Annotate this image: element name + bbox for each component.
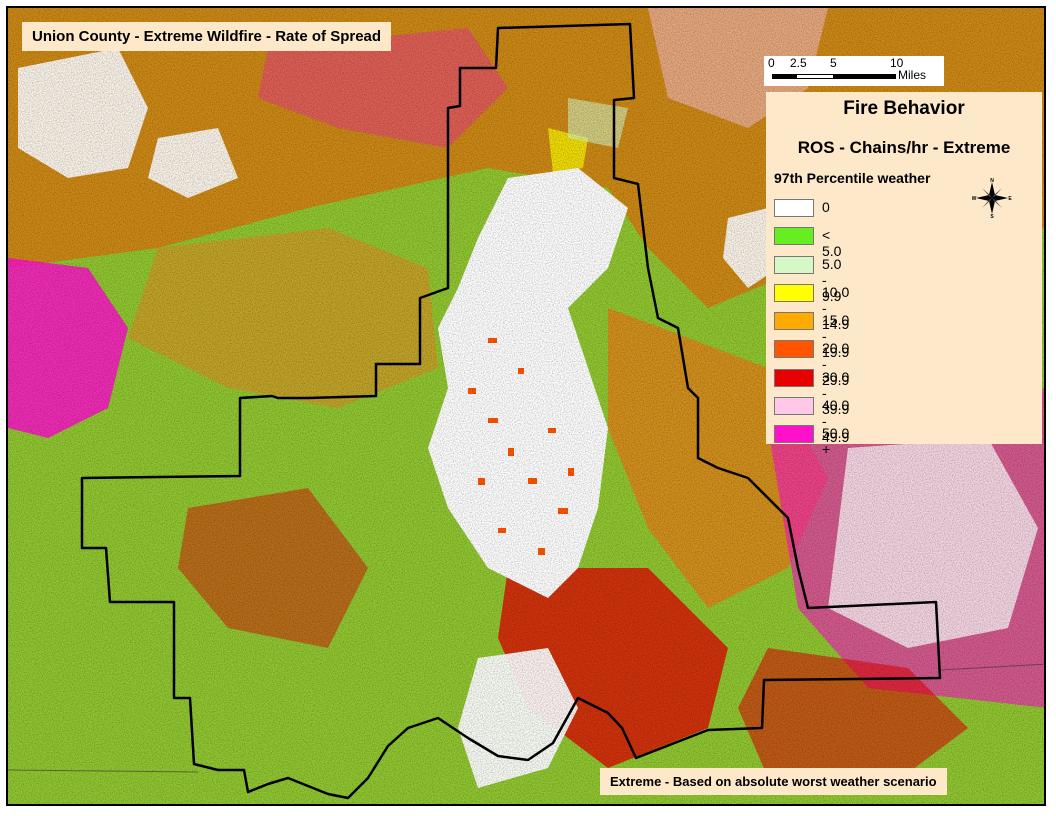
map-title: Union County - Extreme Wildfire - Rate o… <box>22 22 392 51</box>
legend-swatch <box>774 312 814 331</box>
road-line-west <box>8 769 199 773</box>
scale-segment-3 <box>834 74 896 79</box>
legend-label: 0 <box>822 199 830 215</box>
scale-units: Miles <box>898 68 927 82</box>
compass-rose-icon: N S E W <box>972 178 1012 218</box>
legend-subheading: ROS - Chains/hr - Extreme <box>797 138 1011 157</box>
compass-w: W <box>972 196 977 202</box>
compass-n: N <box>990 178 994 184</box>
legend-label: 5.0 - 9.9 <box>822 255 842 304</box>
legend-label: 50.0 + <box>822 425 850 458</box>
scale-segment-1 <box>772 74 796 79</box>
scale-tick-2-5: 2.5 <box>790 56 807 70</box>
legend-swatch <box>774 255 814 274</box>
legend-label: 15.0 - 19.9 <box>822 312 850 361</box>
legend-swatch <box>774 425 814 444</box>
legend-label: 40.0 - 49.9 <box>822 397 850 446</box>
map-frame: Union County - Extreme Wildfire - Rate o… <box>6 6 1046 806</box>
legend-label: 20.0 - 29.9 <box>822 340 850 389</box>
legend-panel: Fire Behavior ROS - Chains/hr - Extreme … <box>766 92 1042 457</box>
scale-segment-2 <box>796 74 834 79</box>
legend-swatch <box>774 340 814 359</box>
legend-swatch <box>774 368 814 387</box>
scale-bar: 0 2.5 5 10 Miles <box>764 56 944 86</box>
county-boundary[interactable] <box>80 22 942 800</box>
scale-tick-0: 0 <box>768 56 775 70</box>
compass-e: E <box>1008 196 1012 202</box>
legend-label: < 5.0 <box>822 227 842 260</box>
road-line-east <box>939 663 1044 671</box>
legend-label: 30.0 - 39.9 <box>822 368 850 417</box>
scale-tick-5: 5 <box>830 56 837 70</box>
legend-swatch <box>774 199 814 217</box>
legend-heading: Fire Behavior <box>843 98 965 119</box>
scenario-note: Extreme - Based on absolute worst weathe… <box>600 768 947 795</box>
legend-swatch <box>774 227 814 246</box>
compass-s: S <box>990 214 994 218</box>
legend-caption: 97th Percentile weather <box>774 170 931 186</box>
legend-swatch <box>774 397 814 416</box>
scale-tick-10: 10 <box>890 56 904 70</box>
legend-label: 10.0 - 14.9 <box>822 283 850 332</box>
legend-swatch <box>774 283 814 302</box>
